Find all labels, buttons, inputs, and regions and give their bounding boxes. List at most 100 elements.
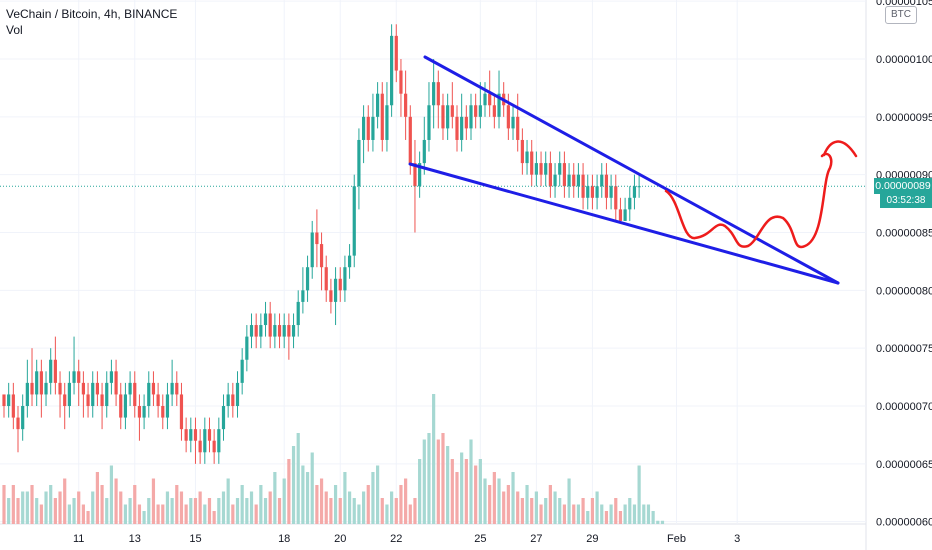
projection-target-arc xyxy=(822,140,858,158)
volume-bar xyxy=(352,498,356,524)
volume-bar xyxy=(21,491,25,524)
candle-body xyxy=(628,197,632,210)
x-tick-label[interactable]: 27 xyxy=(530,533,542,545)
symbol-title[interactable]: VeChain / Bitcoin, 4h, BINANCE xyxy=(6,7,178,21)
x-tick-label[interactable]: 20 xyxy=(334,533,346,545)
x-tick-label[interactable]: 22 xyxy=(390,533,402,545)
volume-bar xyxy=(226,478,230,524)
x-tick-label[interactable]: Feb xyxy=(667,533,686,545)
candle-body xyxy=(492,105,496,117)
projection-path xyxy=(664,152,833,249)
volume-bar xyxy=(446,446,450,524)
volume-bar xyxy=(329,498,333,524)
candle-body xyxy=(263,313,268,326)
volume-bar xyxy=(235,498,240,524)
y-tick-label[interactable]: 0.00000065 xyxy=(876,459,932,471)
volume-bar xyxy=(581,498,585,524)
x-tick-label[interactable]: 13 xyxy=(129,533,141,545)
x-tick-label[interactable]: 15 xyxy=(189,533,201,545)
y-tick-label[interactable]: 0.00000070 xyxy=(876,401,932,413)
candle-body xyxy=(614,186,618,210)
x-tick-label[interactable]: 11 xyxy=(73,533,84,545)
y-tick-label[interactable]: 0.00000100 xyxy=(876,54,932,66)
volume-bar xyxy=(558,498,562,524)
candle-body xyxy=(203,429,207,453)
drawings xyxy=(0,55,866,285)
volume-bar xyxy=(385,504,389,524)
candle-body xyxy=(198,440,202,453)
volume-bar xyxy=(548,485,552,524)
candle-body xyxy=(497,93,501,117)
candle-body xyxy=(562,163,566,187)
volume-bar xyxy=(376,465,380,524)
candle-body xyxy=(488,93,492,106)
candle-body xyxy=(235,382,240,407)
volume-bar xyxy=(231,504,235,524)
candle-body xyxy=(119,394,123,418)
volume-bar xyxy=(44,491,48,524)
candle-body xyxy=(530,151,534,175)
volume-bar xyxy=(562,504,566,524)
candle-body xyxy=(137,406,142,418)
volume-bar xyxy=(128,498,132,524)
volume-bar xyxy=(254,504,258,524)
candle-body xyxy=(151,382,156,395)
volume-label[interactable]: Vol xyxy=(6,23,23,37)
candle-body xyxy=(460,116,464,140)
candle-body xyxy=(72,371,76,383)
volume-bar xyxy=(310,452,314,524)
y-tick-label[interactable]: 0.00000105 xyxy=(876,0,932,8)
x-tick-label[interactable]: 3 xyxy=(734,533,740,545)
currency-badge[interactable]: BTC xyxy=(885,6,917,24)
volume-bar xyxy=(263,498,268,524)
volume-bar xyxy=(259,485,263,524)
volume-bar xyxy=(217,498,221,524)
volume-bar xyxy=(165,491,170,524)
volume-bar xyxy=(95,472,99,524)
volume-bar xyxy=(338,498,342,524)
candle-body xyxy=(366,116,370,140)
candle-body xyxy=(207,429,212,441)
candle-body xyxy=(109,371,114,383)
volume-bar xyxy=(590,498,595,524)
volume-bar xyxy=(347,491,352,524)
y-tick-label[interactable]: 0.00000085 xyxy=(876,228,932,240)
volume-bar xyxy=(133,485,137,524)
volume-bar xyxy=(380,498,384,524)
volume-bar xyxy=(432,394,436,524)
y-tick-label[interactable]: 0.00000060 xyxy=(876,517,932,529)
volume-bar xyxy=(109,465,114,524)
volume-bar xyxy=(240,485,244,524)
candle-body xyxy=(11,394,15,418)
volume-bar xyxy=(404,478,408,524)
candle-body xyxy=(483,93,487,106)
candle-body xyxy=(516,116,520,140)
candle-body xyxy=(39,371,43,395)
candle-body xyxy=(371,116,375,140)
price-axis[interactable]: 0.000001050.000001000.000000950.00000090… xyxy=(876,0,932,529)
candle-body xyxy=(16,417,20,430)
candle-body xyxy=(432,82,436,106)
volume-bar xyxy=(114,478,118,524)
x-tick-label[interactable]: 18 xyxy=(278,533,290,545)
candle-body xyxy=(30,382,34,395)
volume-bar xyxy=(100,485,104,524)
volume-bar xyxy=(25,491,29,524)
volume-bar xyxy=(198,491,202,524)
candle-body xyxy=(240,359,244,383)
time-axis[interactable]: 11 13 15 18 20 22 25 27 29 Feb 3 xyxy=(73,533,740,545)
candle-body xyxy=(618,209,623,221)
volume-bar xyxy=(478,459,482,524)
x-tick-label[interactable]: 29 xyxy=(586,533,598,545)
x-tick-label[interactable]: 25 xyxy=(474,533,486,545)
candle-body xyxy=(324,267,328,291)
volume-bar xyxy=(530,498,534,524)
volume-bar xyxy=(394,498,398,524)
y-tick-label[interactable]: 0.00000075 xyxy=(876,343,932,355)
volume-bar xyxy=(11,485,15,524)
y-tick-label[interactable]: 0.00000080 xyxy=(876,285,932,297)
y-tick-label[interactable]: 0.00000095 xyxy=(876,112,932,124)
volume-bar xyxy=(637,465,641,524)
candle-body xyxy=(343,267,347,291)
